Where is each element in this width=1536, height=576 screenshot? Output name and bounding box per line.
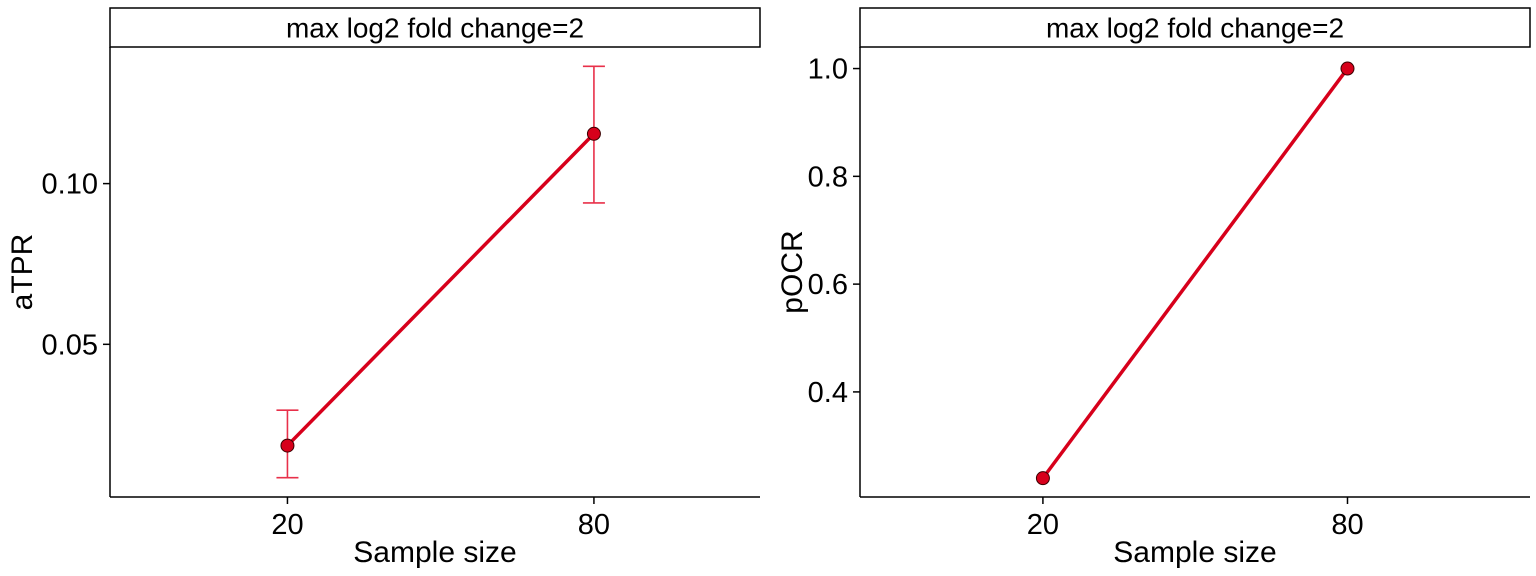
facet-strip-title: max log2 fold change=2 — [1046, 13, 1344, 44]
x-tick-label: 20 — [1027, 509, 1059, 541]
data-point — [280, 438, 295, 453]
y-axis-title: pOCR — [776, 230, 809, 313]
x-axis-title: Sample size — [1113, 536, 1276, 569]
x-tick-label: 20 — [271, 509, 303, 541]
data-point — [1340, 61, 1355, 76]
y-tick-label: 0.05 — [42, 329, 98, 361]
data-point — [586, 126, 601, 141]
facet-strip-title: max log2 fold change=2 — [286, 13, 584, 44]
y-tick-label: 0.6 — [808, 269, 848, 301]
facet-strip — [859, 7, 1531, 48]
y-tick-label: 0.4 — [808, 377, 848, 409]
x-tick-label: 80 — [1331, 509, 1363, 541]
y-axis-title: aTPR — [6, 234, 39, 311]
facet-strip — [109, 7, 761, 48]
chart-panel-1: max log2 fold change=2 0.05 0.10 20 80 Sample… — [6, 7, 761, 569]
series-line — [286, 132, 596, 447]
series-line — [1041, 67, 1349, 480]
y-tick-label: 1.0 — [808, 54, 848, 86]
y-tick-label: 0.10 — [42, 169, 98, 201]
chart-panel-2: max log2 fold change=2 0.4 0.6 0.8 1.0 20 80 Sa… — [776, 7, 1531, 569]
x-axis-title: Sample size — [353, 536, 516, 569]
y-tick-label: 0.8 — [808, 161, 848, 193]
data-point — [1035, 471, 1050, 486]
x-tick-label: 80 — [578, 509, 610, 541]
